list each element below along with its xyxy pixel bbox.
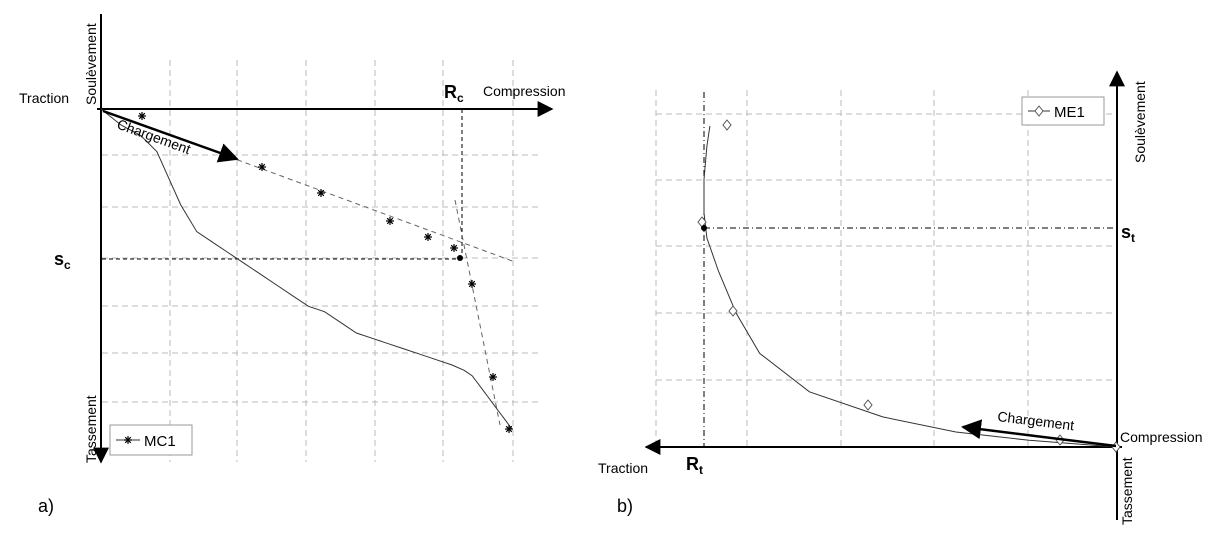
- panel-a-point: [258, 163, 266, 171]
- panel-b-point: [863, 399, 873, 411]
- panel-b-label: b): [617, 496, 633, 516]
- panel-a-point: [468, 280, 476, 288]
- panel-b-legend-diamond: [1034, 105, 1044, 117]
- panel-b-curve: [703, 125, 1118, 448]
- panel-a-sc-label: sc: [54, 249, 71, 272]
- panel-a-legend-label: MC1: [144, 433, 176, 450]
- panel-b-chargement-label: Chargement: [997, 408, 1076, 433]
- panel-a-legend: MC1: [109, 424, 193, 456]
- panel-a-point: [317, 189, 325, 197]
- panel-b-point: [1111, 441, 1121, 453]
- panel-b-st-label: st: [1121, 222, 1135, 245]
- panel-a-point: [505, 425, 513, 433]
- panel-a-rc-label: Rc: [444, 82, 464, 105]
- panel-a-curve: [100, 108, 513, 430]
- panel-a-soulevement-label: Soulèvement: [83, 23, 99, 105]
- panel-b-markers: [697, 119, 1121, 453]
- panel-b-chargement-arrow: [961, 419, 1117, 448]
- panel-b-grid: [655, 90, 1116, 447]
- panel-a-point: [489, 373, 497, 381]
- panel-b-traction-label: Traction: [598, 460, 648, 476]
- panel-a-grid: [102, 60, 540, 462]
- panel-a-sc-point: [457, 255, 463, 261]
- panel-b-compression-label: Compression: [1120, 429, 1202, 445]
- panel-b: Chargement Traction Compression Soulèvem…: [598, 70, 1202, 525]
- panel-b-legend: ME1: [1021, 96, 1105, 126]
- panel-b-tassement-label: Tassement: [1119, 457, 1135, 525]
- panel-a-markers: [138, 112, 513, 433]
- panel-a-compression-label: Compression: [483, 83, 565, 99]
- panel-b-st-point: [701, 225, 707, 231]
- panel-a-chargement-label: Chargement: [115, 116, 193, 157]
- panel-a-point: [424, 233, 432, 241]
- panel-a-point: [386, 217, 394, 225]
- panel-a-trend-2: [454, 199, 501, 426]
- panel-a-label: a): [38, 496, 54, 516]
- panel-a-traction-label: Traction: [19, 90, 69, 106]
- panel-a-tassement-label: Tassement: [83, 395, 99, 463]
- panel-a: Chargement Traction Compression Soulèvem…: [19, 14, 565, 516]
- panel-a-chargement-arrow: [102, 109, 239, 163]
- panel-b-rt-label: Rt: [686, 454, 703, 477]
- panel-a-point: [450, 244, 458, 252]
- panel-b-soulevement-label: Soulèvement: [1132, 81, 1148, 163]
- panel-b-point: [722, 119, 732, 131]
- panel-a-point: [138, 112, 146, 120]
- panel-b-legend-label: ME1: [1054, 104, 1085, 121]
- panel-a-legend-star: [124, 436, 132, 444]
- panel-b-point: [728, 305, 738, 317]
